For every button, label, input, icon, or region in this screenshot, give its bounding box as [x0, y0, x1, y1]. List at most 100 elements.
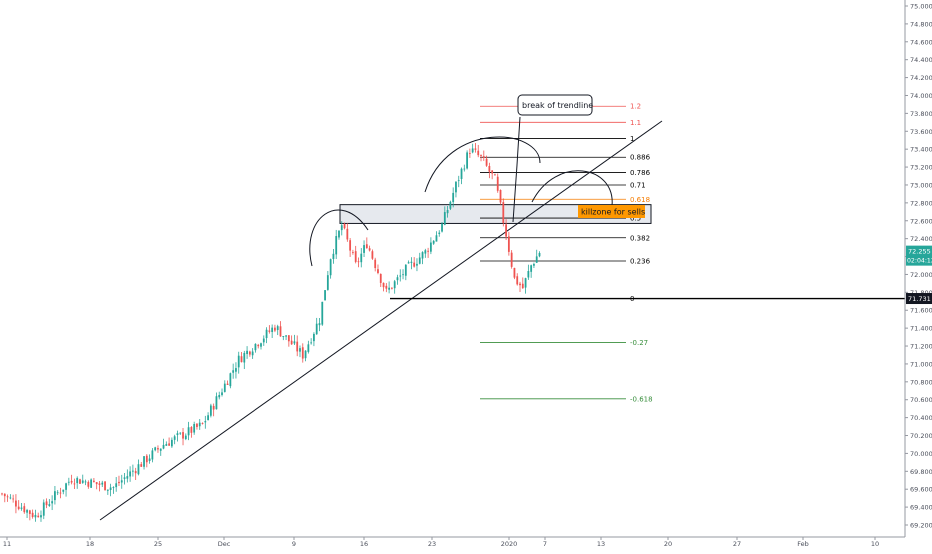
- candle[interactable]: [190, 426, 193, 438]
- candle[interactable]: [382, 282, 385, 292]
- candle[interactable]: [274, 324, 276, 333]
- candle[interactable]: [51, 495, 54, 511]
- candle[interactable]: [3, 493, 6, 503]
- candle[interactable]: [499, 189, 502, 205]
- candle[interactable]: [310, 338, 313, 345]
- candle[interactable]: [184, 433, 187, 441]
- candle[interactable]: [335, 229, 338, 259]
- candle[interactable]: [391, 287, 393, 290]
- candle[interactable]: [360, 248, 363, 268]
- candle[interactable]: [248, 350, 251, 357]
- candle[interactable]: [530, 264, 533, 278]
- candle[interactable]: [90, 478, 93, 488]
- candle[interactable]: [81, 474, 84, 484]
- candle[interactable]: [449, 200, 452, 211]
- candle[interactable]: [148, 454, 151, 464]
- candle[interactable]: [519, 281, 521, 292]
- candle[interactable]: [357, 257, 360, 268]
- candle[interactable]: [134, 467, 137, 481]
- candle[interactable]: [251, 348, 254, 359]
- candle[interactable]: [410, 257, 413, 270]
- candle[interactable]: [137, 459, 140, 476]
- candle[interactable]: [421, 251, 424, 265]
- candle[interactable]: [296, 335, 299, 357]
- candle[interactable]: [496, 173, 499, 193]
- candle[interactable]: [516, 273, 519, 286]
- candle[interactable]: [1, 492, 3, 496]
- candle[interactable]: [12, 494, 15, 503]
- candle[interactable]: [329, 258, 332, 279]
- candle[interactable]: [338, 229, 340, 240]
- candle[interactable]: [396, 274, 399, 285]
- candle[interactable]: [368, 245, 371, 252]
- candle[interactable]: [510, 250, 513, 269]
- candle[interactable]: [488, 162, 491, 179]
- candle[interactable]: [59, 487, 62, 499]
- candle[interactable]: [109, 483, 112, 497]
- candle[interactable]: [229, 372, 232, 389]
- candle[interactable]: [196, 422, 198, 430]
- candle[interactable]: [466, 150, 468, 170]
- candle[interactable]: [37, 512, 40, 518]
- candle[interactable]: [268, 325, 271, 334]
- candle[interactable]: [301, 343, 304, 363]
- candle[interactable]: [429, 237, 432, 255]
- candle[interactable]: [354, 245, 357, 264]
- candle[interactable]: [154, 446, 157, 452]
- candle[interactable]: [106, 489, 109, 495]
- candle[interactable]: [223, 380, 226, 393]
- candle[interactable]: [424, 248, 427, 258]
- candle[interactable]: [54, 486, 56, 505]
- candle[interactable]: [533, 262, 535, 268]
- candle[interactable]: [505, 219, 507, 240]
- candle[interactable]: [285, 335, 287, 341]
- candle[interactable]: [349, 238, 352, 257]
- candle[interactable]: [318, 318, 321, 332]
- candle[interactable]: [299, 345, 301, 358]
- candle[interactable]: [265, 327, 268, 344]
- candle[interactable]: [282, 336, 285, 341]
- candle[interactable]: [468, 148, 471, 158]
- candle[interactable]: [290, 335, 293, 345]
- candle[interactable]: [237, 351, 240, 374]
- candle[interactable]: [346, 223, 349, 242]
- candle[interactable]: [73, 478, 76, 490]
- candle[interactable]: [243, 350, 246, 370]
- candle[interactable]: [365, 237, 368, 249]
- candle[interactable]: [441, 222, 443, 233]
- candle[interactable]: [363, 240, 365, 258]
- candle[interactable]: [193, 421, 196, 435]
- candle[interactable]: [20, 502, 23, 511]
- candle[interactable]: [254, 343, 257, 353]
- candle[interactable]: [313, 332, 315, 347]
- candle[interactable]: [404, 264, 407, 281]
- candle[interactable]: [123, 473, 126, 485]
- candle[interactable]: [40, 510, 42, 522]
- candle[interactable]: [118, 475, 120, 486]
- candle[interactable]: [84, 479, 87, 486]
- candle[interactable]: [416, 258, 418, 272]
- candle[interactable]: [413, 257, 416, 268]
- candle[interactable]: [477, 144, 480, 158]
- candle[interactable]: [521, 277, 524, 289]
- candle[interactable]: [257, 343, 260, 349]
- candle[interactable]: [31, 509, 34, 519]
- candle[interactable]: [262, 335, 265, 346]
- candle[interactable]: [480, 154, 482, 162]
- candle[interactable]: [287, 335, 290, 347]
- candle[interactable]: [240, 352, 243, 363]
- candle[interactable]: [232, 363, 235, 379]
- candle[interactable]: [120, 474, 123, 489]
- candle[interactable]: [371, 249, 374, 260]
- candle[interactable]: [173, 434, 176, 445]
- candle[interactable]: [145, 454, 148, 468]
- candle[interactable]: [446, 206, 449, 218]
- candle[interactable]: [385, 283, 388, 293]
- candle[interactable]: [15, 494, 17, 514]
- candle[interactable]: [407, 260, 410, 264]
- candle[interactable]: [79, 478, 81, 484]
- candle[interactable]: [293, 334, 296, 345]
- candle[interactable]: [215, 392, 218, 410]
